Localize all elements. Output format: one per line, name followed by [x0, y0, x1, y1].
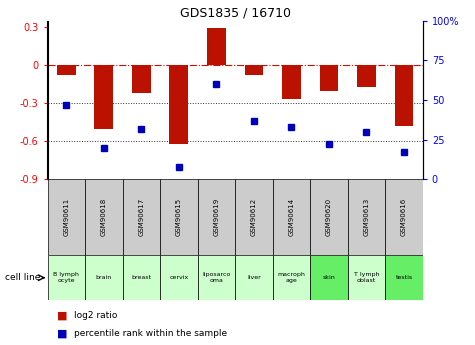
Bar [207, 28, 226, 65]
Bar [357, 65, 376, 87]
Bar [282, 65, 301, 99]
Text: liposarco
oma: liposarco oma [202, 272, 230, 283]
Text: skin: skin [323, 275, 335, 280]
Bar [348, 179, 385, 255]
Bar [198, 255, 235, 300]
Text: percentile rank within the sample: percentile rank within the sample [74, 329, 227, 338]
Bar [48, 179, 85, 255]
Text: GSM90615: GSM90615 [176, 198, 182, 236]
Text: breast: breast [131, 275, 152, 280]
Text: cell line: cell line [5, 273, 40, 282]
Bar [123, 255, 160, 300]
Bar [160, 179, 198, 255]
Bar [57, 65, 76, 75]
Text: brain: brain [95, 275, 112, 280]
Text: GSM90619: GSM90619 [213, 198, 219, 236]
Bar [348, 255, 385, 300]
Text: GSM90612: GSM90612 [251, 198, 257, 236]
Bar [310, 255, 348, 300]
Text: GSM90613: GSM90613 [363, 198, 370, 236]
Bar [320, 65, 338, 90]
Bar [245, 65, 263, 75]
Bar [273, 179, 310, 255]
Bar [170, 65, 188, 144]
Bar [198, 179, 235, 255]
Bar [48, 255, 85, 300]
Text: GSM90618: GSM90618 [101, 198, 107, 236]
Bar [132, 65, 151, 93]
Text: GSM90620: GSM90620 [326, 198, 332, 236]
Text: liver: liver [247, 275, 261, 280]
Text: GSM90614: GSM90614 [288, 198, 294, 236]
Text: GSM90616: GSM90616 [401, 198, 407, 236]
Text: T lymph
oblast: T lymph oblast [354, 272, 379, 283]
Bar [85, 179, 123, 255]
Text: B lymph
ocyte: B lymph ocyte [53, 272, 79, 283]
Text: testis: testis [395, 275, 413, 280]
Title: GDS1835 / 16710: GDS1835 / 16710 [180, 7, 291, 20]
Text: cervix: cervix [169, 275, 189, 280]
Bar [310, 179, 348, 255]
Bar [123, 179, 160, 255]
Text: GSM90617: GSM90617 [138, 198, 144, 236]
Text: macroph
age: macroph age [277, 272, 305, 283]
Bar [385, 255, 423, 300]
Bar [395, 65, 413, 126]
Bar [235, 179, 273, 255]
Bar [273, 255, 310, 300]
Bar [385, 179, 423, 255]
Bar [95, 65, 113, 129]
Bar [235, 255, 273, 300]
Text: GSM90611: GSM90611 [63, 198, 69, 236]
Bar [160, 255, 198, 300]
Bar [85, 255, 123, 300]
Text: ■: ■ [57, 311, 67, 321]
Text: log2 ratio: log2 ratio [74, 311, 117, 321]
Text: ■: ■ [57, 329, 67, 339]
